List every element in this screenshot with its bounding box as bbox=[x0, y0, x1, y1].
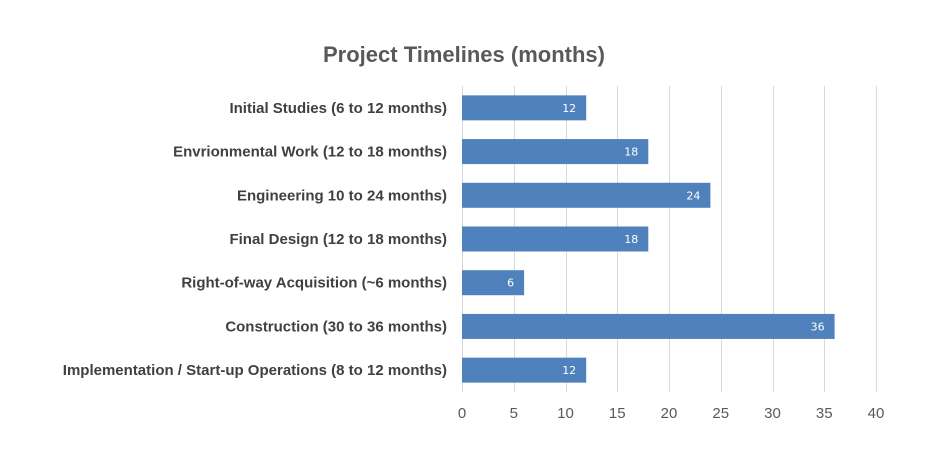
x-tick-label: 35 bbox=[816, 405, 833, 422]
data-label: 12 bbox=[562, 102, 576, 115]
data-label: 18 bbox=[624, 233, 638, 246]
data-label: 18 bbox=[624, 146, 638, 159]
bar bbox=[462, 357, 587, 383]
category-label: Engineering 10 to 24 months) bbox=[237, 187, 447, 204]
category-label: Right-of-way Acquisition (~6 months) bbox=[181, 275, 447, 292]
x-tick-label: 25 bbox=[712, 405, 729, 422]
x-axis-tick-labels: 0 5 10 15 20 25 30 35 40 bbox=[458, 405, 885, 422]
data-labels: 12 18 24 18 6 36 12 bbox=[507, 102, 825, 377]
x-tick-label: 20 bbox=[661, 405, 678, 422]
bar bbox=[462, 313, 835, 339]
bar bbox=[462, 270, 525, 296]
category-label: Construction (30 to 36 months) bbox=[225, 318, 447, 335]
x-tick-label: 0 bbox=[458, 405, 466, 422]
x-tick-label: 30 bbox=[764, 405, 781, 422]
bars bbox=[462, 95, 835, 383]
category-label: Final Design (12 to 18 months) bbox=[229, 231, 447, 248]
category-label: Envrionmental Work (12 to 18 months) bbox=[173, 144, 447, 161]
x-tick-label: 15 bbox=[609, 405, 626, 422]
data-label: 6 bbox=[507, 277, 514, 290]
data-label: 36 bbox=[811, 320, 825, 333]
bar bbox=[462, 95, 587, 121]
bar bbox=[462, 182, 711, 208]
category-labels: Initial Studies (6 to 12 months) Envrionm… bbox=[63, 100, 447, 379]
chart-title: Project Timelines (months) bbox=[323, 42, 605, 67]
x-tick-label: 10 bbox=[557, 405, 574, 422]
category-label: Initial Studies (6 to 12 months) bbox=[229, 100, 447, 117]
x-tick-label: 5 bbox=[510, 405, 518, 422]
x-tick-label: 40 bbox=[868, 405, 885, 422]
gridlines bbox=[462, 86, 877, 392]
data-label: 12 bbox=[562, 364, 576, 377]
category-label: Implementation / Start-up Operations (8 … bbox=[63, 362, 447, 379]
data-label: 24 bbox=[686, 189, 700, 202]
bar bbox=[462, 139, 649, 165]
bar bbox=[462, 226, 649, 252]
